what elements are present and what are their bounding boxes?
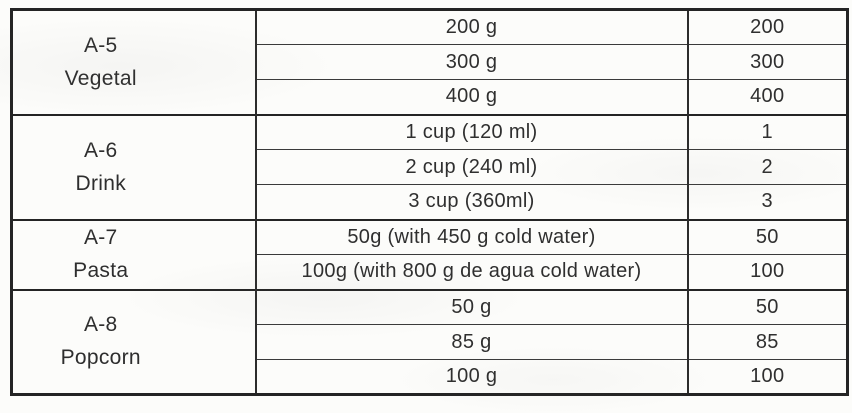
category-cell-a6: A-6 Drink <box>10 113 257 220</box>
quantity-cell: 1 cup (120 ml) <box>254 113 689 150</box>
value-cell: 300 <box>686 44 849 80</box>
quantity-cell: 2 cup (240 ml) <box>254 149 689 185</box>
quantity-cell: 300 g <box>254 44 689 80</box>
value-cell: 50 <box>686 288 849 325</box>
table-row: A-7 Pasta 50g (with 450 g cold water) 50 <box>10 218 849 290</box>
quantity-cell: 200 g <box>254 9 689 45</box>
table-row: 300 g 300 <box>12 44 849 80</box>
value-cell: 2 <box>686 149 849 185</box>
value-cell: 200 <box>686 9 849 45</box>
value-cell: 85 <box>686 324 849 360</box>
value-cell: 3 <box>686 184 849 220</box>
category-label: A-6 Drink <box>14 138 222 196</box>
category-label: A-5 Vegetal <box>14 33 222 91</box>
measurement-table: A-5 Vegetal 200 g 200 300 g 300 400 g 40… <box>10 8 849 396</box>
quantity-cell: 50g (with 450 g cold water) <box>254 218 689 255</box>
category-name: Pasta <box>73 259 129 282</box>
quantity-cell: 50 g <box>254 288 689 325</box>
value-cell: 400 <box>686 79 849 115</box>
category-code: A-7 <box>83 226 118 249</box>
category-label: A-7 Pasta <box>14 226 222 283</box>
value-cell: 100 <box>686 359 849 395</box>
value-cell: 100 <box>686 254 849 290</box>
category-cell-a7: A-7 Pasta <box>10 218 257 290</box>
category-name: Vegetal <box>64 66 137 90</box>
category-label: A-8 Popcorn <box>14 313 222 370</box>
table-row: 100g (with 800 g de agua cold water) 100 <box>12 254 849 290</box>
category-cell-a5: A-5 Vegetal <box>10 9 257 115</box>
quantity-cell: 100 g <box>254 359 689 395</box>
table-row: A-8 Popcorn 50 g 50 <box>10 288 849 395</box>
category-code: A-6 <box>83 138 118 162</box>
quantity-cell: 3 cup (360ml) <box>254 184 689 220</box>
quantity-cell: 100g (with 800 g de agua cold water) <box>254 254 689 290</box>
table-row: 85 g 85 <box>12 324 849 360</box>
table-row: 3 cup (360ml) 3 <box>12 184 849 220</box>
table-row: A-6 Drink 1 cup (120 ml) 1 <box>10 113 849 220</box>
category-code: A-8 <box>83 313 118 337</box>
value-cell: 1 <box>686 113 849 150</box>
category-code: A-5 <box>83 33 118 57</box>
table-row: 100 g 100 <box>12 359 849 395</box>
category-name: Popcorn <box>60 346 141 370</box>
category-cell-a8: A-8 Popcorn <box>10 288 257 395</box>
category-name: Drink <box>75 171 126 195</box>
table-row: A-5 Vegetal 200 g 200 <box>10 9 849 115</box>
quantity-cell: 85 g <box>254 324 689 360</box>
quantity-cell: 400 g <box>254 79 689 115</box>
table-row: 2 cup (240 ml) 2 <box>12 149 849 185</box>
value-cell: 50 <box>686 218 849 255</box>
